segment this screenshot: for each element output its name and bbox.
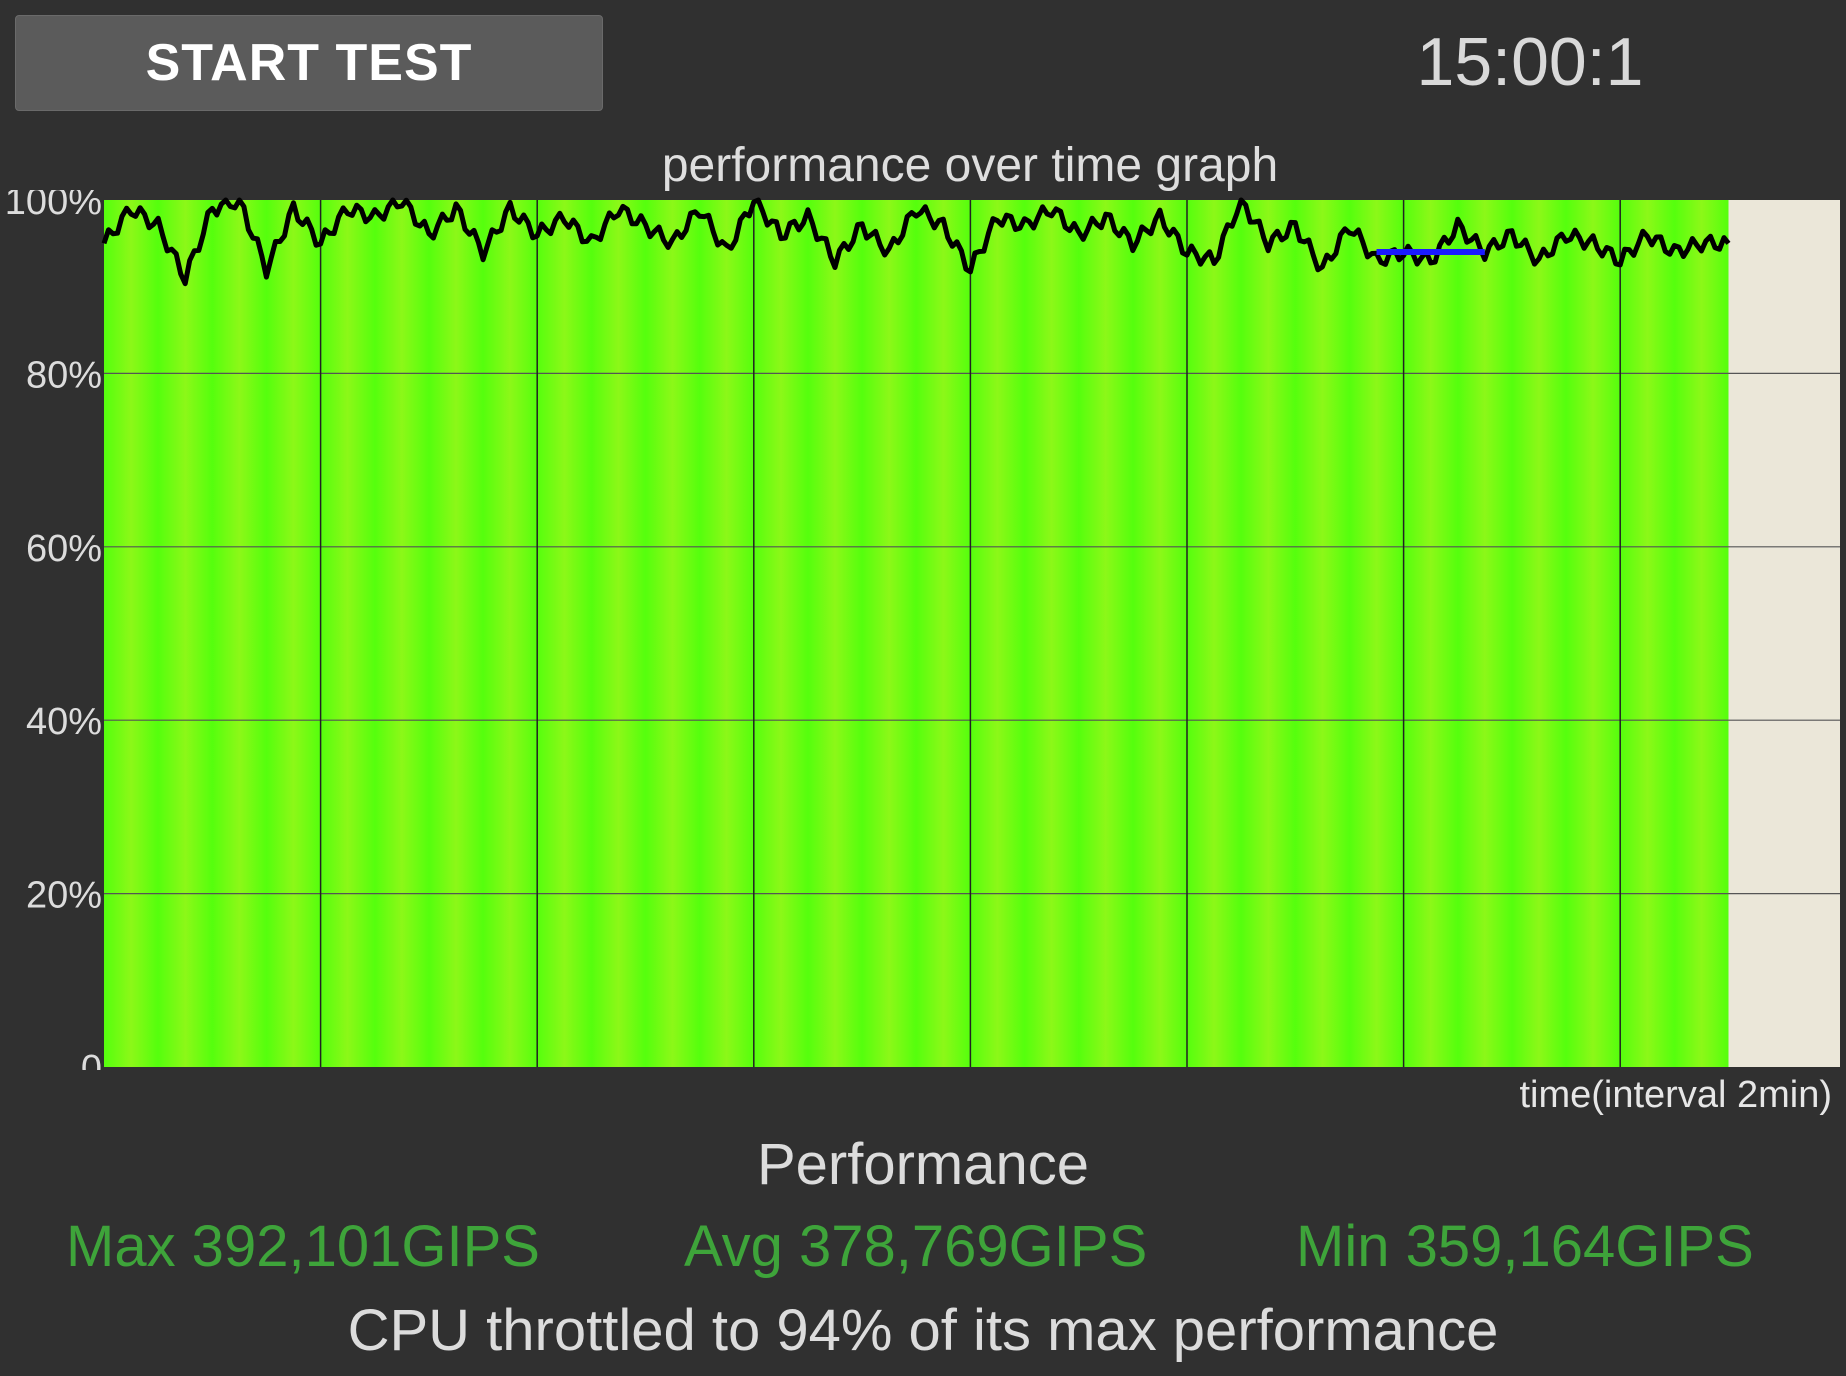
y-tick-label: 80% bbox=[26, 354, 102, 396]
performance-chart: 100% 80% 60% 40% 20% 0 bbox=[5, 190, 1840, 1070]
max-performance: Max 392,101GIPS bbox=[66, 1214, 540, 1279]
y-tick-label: 0 bbox=[81, 1048, 102, 1070]
performance-title: Performance bbox=[756, 1132, 1090, 1197]
x-axis-label: time(interval 2min) bbox=[1519, 1074, 1832, 1116]
avg-performance: Avg 378,769GIPS bbox=[684, 1214, 1148, 1279]
y-tick-label: 100% bbox=[5, 190, 102, 223]
min-performance: Min 359,164GIPS bbox=[1296, 1214, 1754, 1279]
y-tick-label: 20% bbox=[26, 875, 102, 917]
timer-readout: 15:00:1 bbox=[1416, 24, 1644, 100]
performance-fill bbox=[104, 200, 1729, 1067]
start-test-button[interactable]: START TEST bbox=[15, 15, 603, 111]
throttle-summary: CPU throttled to 94% of its max performa… bbox=[347, 1298, 1499, 1363]
performance-line bbox=[101, 197, 1731, 287]
y-tick-label: 60% bbox=[26, 528, 102, 570]
y-tick-label: 40% bbox=[26, 701, 102, 743]
graph-title: performance over time graph bbox=[661, 139, 1279, 192]
